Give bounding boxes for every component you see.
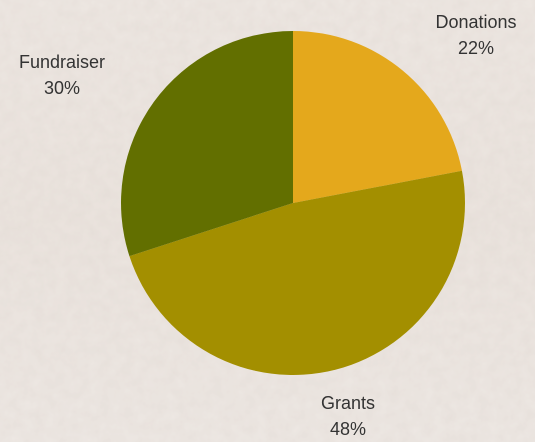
slice-percent-grants: 48%: [330, 419, 366, 439]
pie-slices: [120, 31, 465, 375]
slice-percent-donations: 22%: [458, 38, 494, 58]
pie-slice-fundraiser: [120, 31, 294, 257]
slice-percent-fundraiser: 30%: [44, 78, 80, 98]
pie-slice-grants: [129, 170, 465, 375]
pie-slice-donations: [293, 31, 462, 203]
slice-label-fundraiser: Fundraiser: [19, 52, 105, 72]
slice-label-grants: Grants: [321, 393, 375, 413]
slice-label-donations: Donations: [435, 12, 516, 32]
pie-labels: Donations 22% Grants 48% Fundraiser 30%: [19, 12, 517, 439]
